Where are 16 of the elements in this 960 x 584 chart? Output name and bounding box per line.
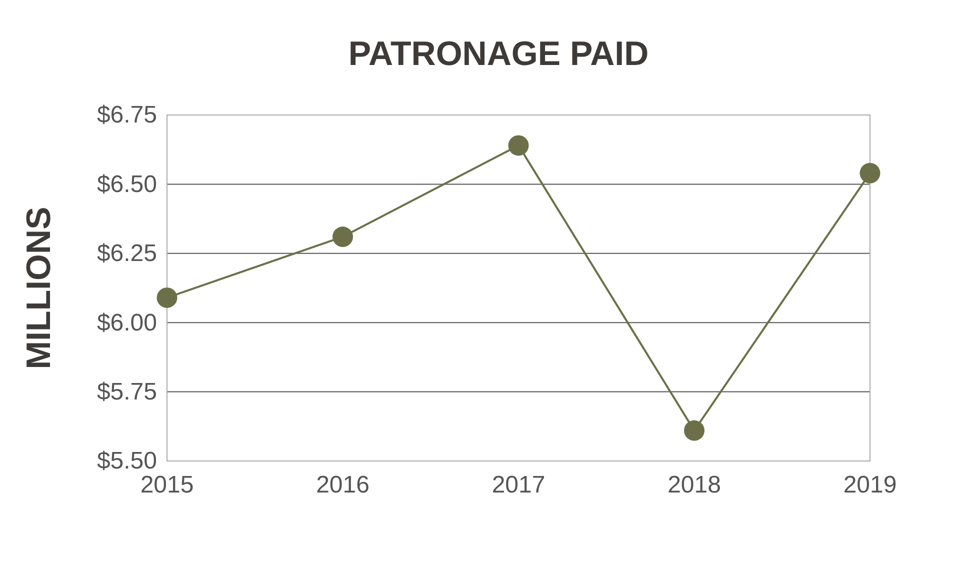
y-tick-label: $6.75 [96, 102, 157, 129]
y-tick-label: $6.00 [96, 309, 157, 336]
x-tick-label: 2019 [843, 472, 897, 499]
y-tick-label: $6.25 [96, 240, 157, 268]
y-tick-label: $5.75 [96, 378, 157, 406]
y-tick-label: $6.50 [96, 170, 157, 198]
x-tick-label: 2016 [316, 472, 370, 499]
x-tick-label: 2017 [492, 472, 546, 499]
point [508, 135, 529, 156]
x-tick-label: 2018 [668, 472, 721, 499]
chart-title: PATRONAGE PAID [348, 35, 649, 73]
point [860, 162, 880, 184]
point [684, 420, 704, 441]
y-axis-title: MILLIONS [20, 206, 58, 370]
point [332, 226, 353, 248]
point [156, 287, 178, 308]
